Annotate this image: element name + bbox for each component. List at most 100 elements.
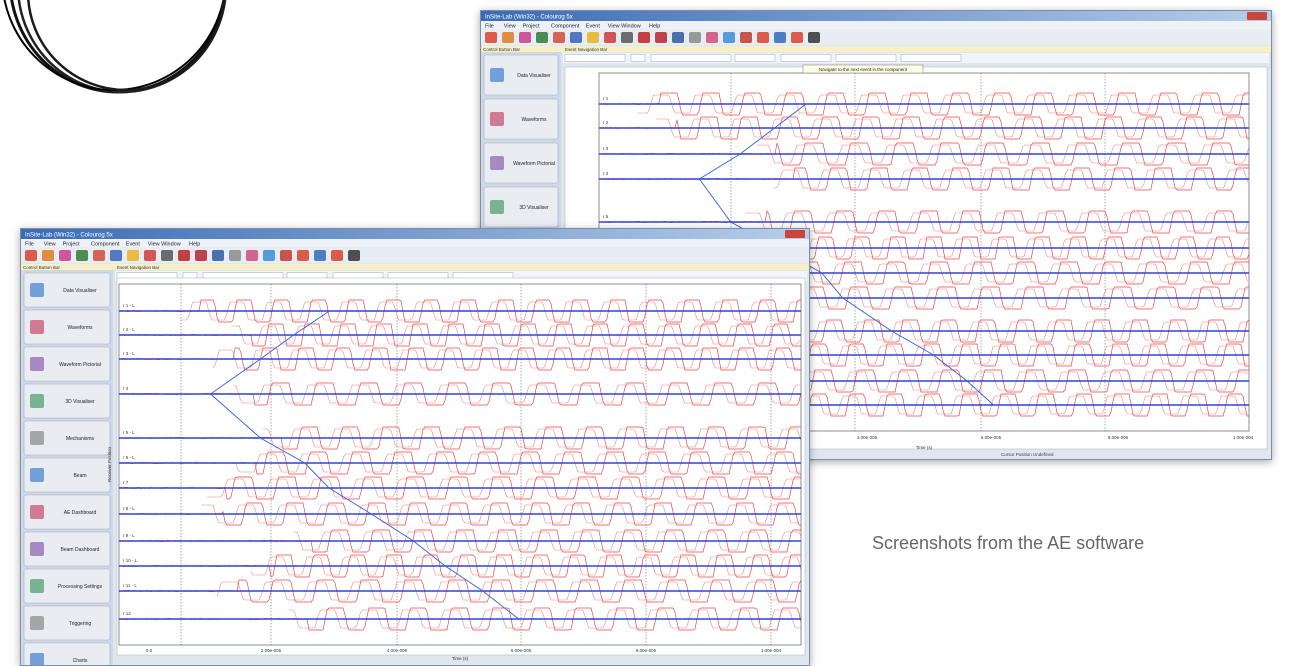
button-icon: [30, 320, 44, 334]
menu-item[interactable]: View Window: [148, 242, 181, 248]
nav-control[interactable]: [835, 54, 897, 62]
toolbar-icon[interactable]: [604, 32, 616, 43]
sidebar-button[interactable]: [23, 383, 111, 419]
toolbar-icon[interactable]: [178, 250, 190, 261]
toolbar-icon[interactable]: [59, 250, 71, 261]
toolbar-icon[interactable]: [331, 250, 343, 261]
toolbar-icon[interactable]: [740, 32, 752, 43]
sidebar-button[interactable]: [483, 54, 559, 96]
button-icon: [490, 200, 504, 214]
toolbar-icon[interactable]: [808, 32, 820, 43]
menu-item[interactable]: File: [485, 24, 494, 30]
toolbar-icon[interactable]: [42, 250, 54, 261]
toolbar-icon[interactable]: [587, 32, 599, 43]
menu-item[interactable]: Project: [63, 242, 81, 248]
toolbar-icon[interactable]: [76, 250, 88, 261]
sidebar-button[interactable]: [23, 642, 111, 665]
menu-item[interactable]: View: [504, 24, 516, 30]
toolbar-icon[interactable]: [144, 250, 156, 261]
sidebar-button[interactable]: [23, 309, 111, 345]
menu-item[interactable]: Event: [586, 24, 601, 30]
toolbar-icon[interactable]: [263, 250, 275, 261]
close-button[interactable]: [785, 230, 805, 238]
y-axis-label: Receiver Position: [107, 446, 112, 482]
toolbar-icon[interactable]: [519, 32, 531, 43]
toolbar-icon[interactable]: [246, 250, 258, 261]
menu-item[interactable]: Help: [649, 24, 660, 30]
sidebar-button[interactable]: [23, 568, 111, 604]
close-button[interactable]: [1247, 12, 1267, 20]
x-tick-label: 2.00e-005: [261, 648, 282, 653]
button-label: Beam Dashboard: [61, 547, 100, 553]
x-tick-label: 0.0: [146, 648, 153, 653]
toolbar-icon[interactable]: [638, 32, 650, 43]
sidebar-button[interactable]: [23, 420, 111, 456]
toolbar-icon[interactable]: [655, 32, 667, 43]
toolbar-icon[interactable]: [348, 250, 360, 261]
sidebar-button[interactable]: [483, 98, 559, 140]
menu-item[interactable]: Event: [126, 242, 141, 248]
nav-control[interactable]: [564, 54, 626, 62]
button-icon: [30, 653, 44, 665]
sidebar-button[interactable]: [23, 494, 111, 530]
toolbar-icon[interactable]: [280, 250, 292, 261]
toolbar-icon[interactable]: [706, 32, 718, 43]
toolbar-icon[interactable]: [110, 250, 122, 261]
toolbar-icon[interactable]: [229, 250, 241, 261]
menu-item[interactable]: View: [44, 242, 56, 248]
sidebar-button[interactable]: [23, 605, 111, 641]
toolbar-icon[interactable]: [314, 250, 326, 261]
menu-item[interactable]: Component: [91, 242, 120, 248]
toolbar-icon[interactable]: [672, 32, 684, 43]
waveform: [598, 116, 1250, 140]
sidebar-button[interactable]: [23, 346, 111, 382]
toolbar-icon[interactable]: [553, 32, 565, 43]
menu-item[interactable]: File: [25, 242, 34, 248]
toolbar-icon[interactable]: [689, 32, 701, 43]
tooltip-text: Navigate to the next event in the compon…: [819, 67, 908, 72]
toolbar-icon[interactable]: [195, 250, 207, 261]
button-icon: [30, 431, 44, 445]
toolbar-icon[interactable]: [297, 250, 309, 261]
toolbar-icon[interactable]: [536, 32, 548, 43]
panel-title: Event Navigation Bar: [565, 47, 608, 52]
nav-control[interactable]: [780, 54, 832, 62]
menu-item[interactable]: Component: [551, 24, 580, 30]
nav-control[interactable]: [900, 54, 962, 62]
nav-control[interactable]: [650, 54, 732, 62]
toolbar: [481, 29, 1271, 45]
toolbar-icon[interactable]: [757, 32, 769, 43]
menu-item[interactable]: Project: [523, 24, 541, 30]
toolbar-icon[interactable]: [485, 32, 497, 43]
toolbar-icon[interactable]: [127, 250, 139, 261]
row-label: r 7: [123, 480, 129, 485]
waveform: [598, 92, 1249, 116]
toolbar-icon[interactable]: [791, 32, 803, 43]
nav-control[interactable]: [630, 54, 646, 62]
toolbar-icon[interactable]: [621, 32, 633, 43]
toolbar-icon[interactable]: [161, 250, 173, 261]
nav-control[interactable]: [734, 54, 776, 62]
toolbar-icon[interactable]: [502, 32, 514, 43]
title-bar: [481, 11, 1271, 21]
toolbar-icon[interactable]: [25, 250, 37, 261]
toolbar-icon[interactable]: [723, 32, 735, 43]
toolbar-icon[interactable]: [570, 32, 582, 43]
toolbar-icon[interactable]: [212, 250, 224, 261]
sidebar-button[interactable]: [483, 186, 559, 228]
button-label: Charts: [73, 658, 88, 664]
sidebar-button[interactable]: [23, 272, 111, 308]
sidebar-button[interactable]: [23, 457, 111, 493]
toolbar-icon[interactable]: [774, 32, 786, 43]
sidebar-button[interactable]: [483, 142, 559, 184]
button-label: Data Visualiser: [517, 73, 551, 79]
toolbar-icon[interactable]: [93, 250, 105, 261]
button-label: 3D Visualiser: [519, 205, 549, 211]
button-icon: [490, 68, 504, 82]
sidebar-button[interactable]: [23, 531, 111, 567]
waveform: [753, 395, 1248, 415]
button-icon: [30, 394, 44, 408]
row-label: r 11 - L: [123, 583, 137, 588]
menu-item[interactable]: Help: [189, 242, 200, 248]
menu-item[interactable]: View Window: [608, 24, 641, 30]
